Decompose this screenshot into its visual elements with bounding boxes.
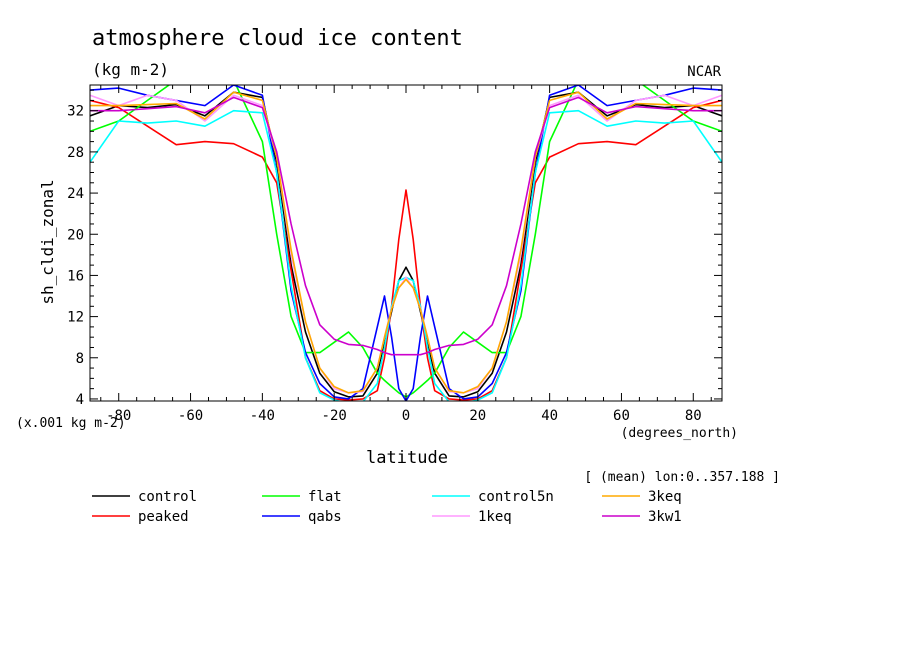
x-tick-label: -40	[250, 408, 275, 424]
y-tick-label: 24	[67, 186, 84, 202]
series-line-flat	[90, 85, 722, 398]
y-tick-label: 32	[67, 104, 84, 120]
series-line-peaked	[90, 99, 722, 401]
legend-label: flat	[308, 489, 342, 505]
x-tick-label: -20	[322, 408, 347, 424]
series-line-1keq	[90, 94, 722, 394]
y-tick-label: 12	[67, 310, 84, 326]
axis-ticks: -80 -60 -40 -20 0 20 40 60 80 4 8 12 16 20 24 28 32	[67, 85, 722, 424]
x-tick-label: -80	[106, 408, 131, 424]
x-units-label: (degrees_north)	[621, 426, 738, 441]
plot-frame	[89, 84, 723, 402]
y-tick-label: 20	[67, 227, 84, 243]
x-tick-label: 40	[541, 408, 558, 424]
legend: control peaked flat qabs control5n 1keq 3keq 3k…	[92, 489, 682, 525]
series-layer	[90, 85, 722, 401]
y-tick-label: 28	[67, 145, 84, 161]
source-label: NCAR	[687, 64, 721, 80]
legend-label: control5n	[478, 489, 554, 505]
y-tick-label: 16	[67, 268, 84, 284]
x-tick-label: 80	[685, 408, 702, 424]
x-tick-label: 20	[469, 408, 486, 424]
subset-label: [ (mean) lon:0..357.188 ]	[584, 470, 780, 485]
legend-label: peaked	[138, 509, 189, 525]
series-line-qabs	[90, 85, 722, 401]
series-line-3kw1	[90, 96, 722, 356]
y-tick-label: 4	[76, 392, 84, 408]
scale-label: (x.001 kg m-2)	[16, 416, 126, 431]
x-tick-label: 60	[613, 408, 630, 424]
legend-label: 3kw1	[648, 509, 682, 525]
units-label: (kg m-2)	[92, 60, 169, 79]
legend-label: qabs	[308, 509, 342, 525]
x-axis-label: latitude	[366, 448, 448, 468]
legend-label: control	[138, 489, 197, 505]
y-axis-label: sh_cldi_zonal	[38, 179, 57, 304]
x-tick-label: 0	[402, 408, 410, 424]
x-tick-label: -60	[178, 408, 203, 424]
series-line-3keq	[90, 91, 722, 394]
series-line-control5n	[90, 109, 722, 401]
legend-label: 3keq	[648, 489, 682, 505]
legend-label: 1keq	[478, 509, 512, 525]
series-line-control	[90, 91, 722, 398]
chart-title: atmosphere cloud ice content	[92, 26, 463, 51]
y-tick-label: 8	[76, 351, 84, 367]
